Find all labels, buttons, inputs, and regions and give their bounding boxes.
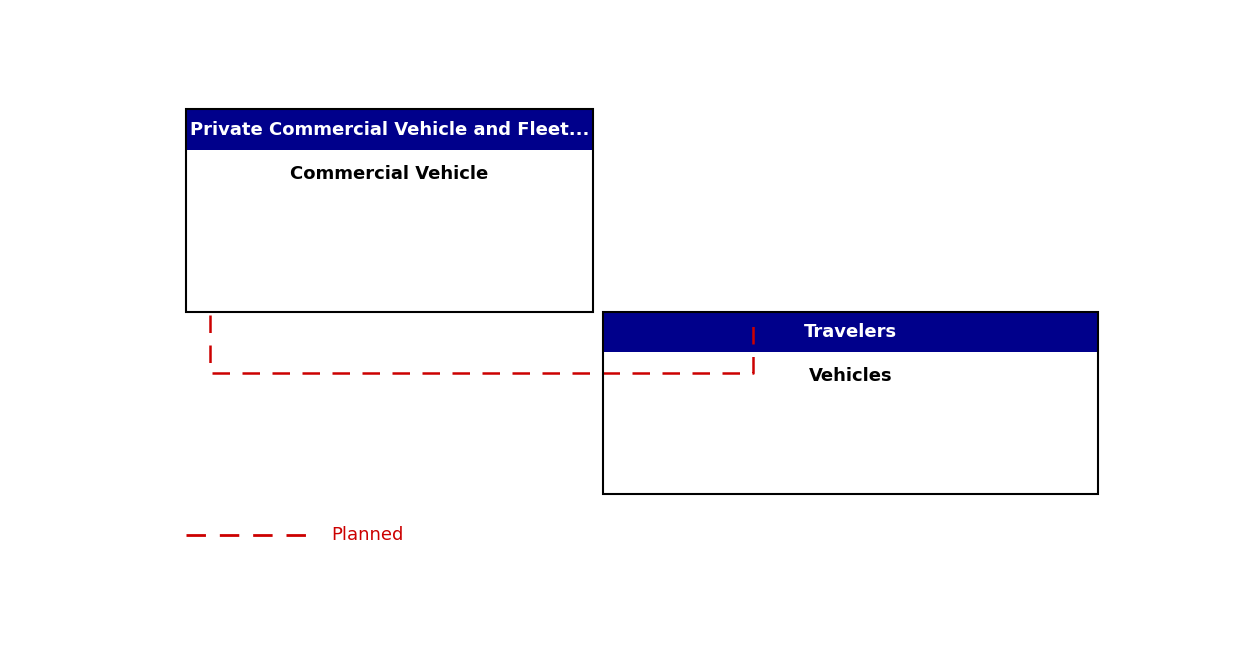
Text: Private Commercial Vehicle and Fleet...: Private Commercial Vehicle and Fleet...: [190, 120, 588, 139]
Text: Travelers: Travelers: [804, 323, 896, 341]
Bar: [185, 109, 593, 312]
Text: Vehicles: Vehicles: [809, 367, 893, 386]
Bar: [602, 312, 1098, 352]
Text: Planned: Planned: [331, 526, 403, 544]
Bar: [602, 312, 1098, 494]
Bar: [602, 352, 1098, 494]
Text: Commercial Vehicle: Commercial Vehicle: [290, 165, 488, 183]
Bar: [185, 109, 593, 150]
Bar: [185, 150, 593, 312]
